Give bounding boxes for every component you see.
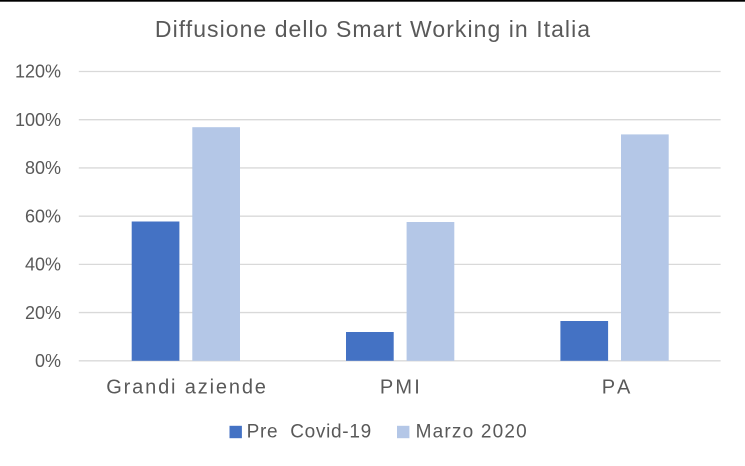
svg-text:Pre Covid-19: Pre Covid-19 bbox=[247, 422, 372, 443]
svg-text:100%: 100% bbox=[15, 110, 61, 130]
svg-text:Marzo 2020: Marzo 2020 bbox=[416, 422, 528, 443]
svg-text:120%: 120% bbox=[15, 62, 61, 82]
svg-text:0%: 0% bbox=[35, 351, 61, 371]
svg-text:80%: 80% bbox=[25, 158, 61, 178]
svg-text:20%: 20% bbox=[25, 303, 61, 323]
svg-text:Grandi aziende: Grandi aziende bbox=[106, 377, 268, 399]
svg-text:PMI: PMI bbox=[380, 377, 422, 399]
svg-text:40%: 40% bbox=[25, 255, 61, 275]
svg-text:PA: PA bbox=[602, 377, 634, 399]
svg-text:Diffusione dello Smart Working: Diffusione dello Smart Working in Italia bbox=[155, 16, 591, 42]
svg-text:60%: 60% bbox=[25, 206, 61, 226]
